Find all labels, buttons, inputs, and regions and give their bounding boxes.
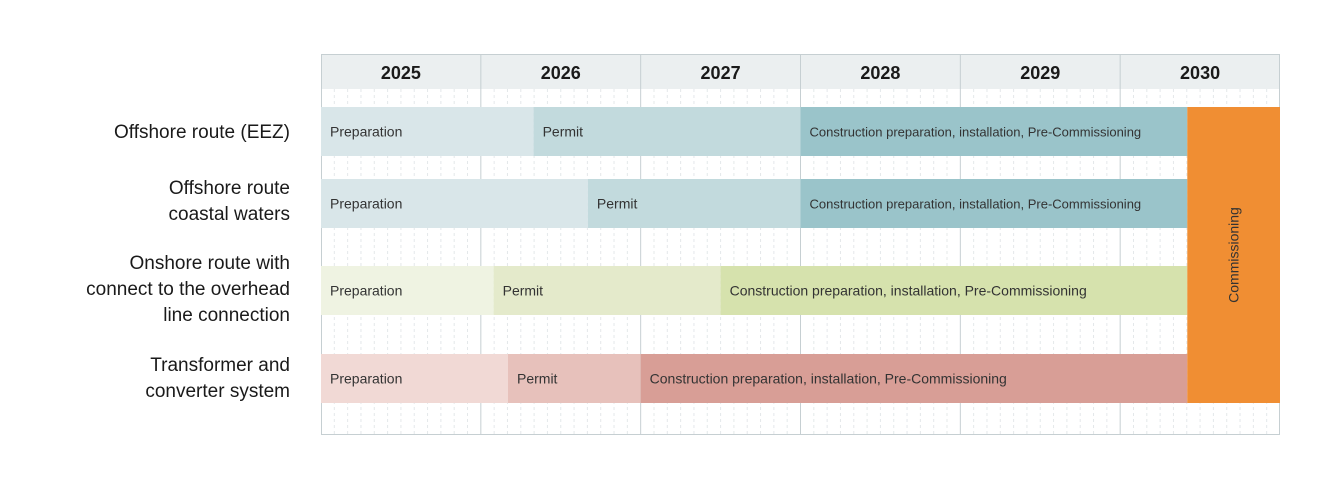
- row-label-transformer: Transformer and converter system: [145, 355, 290, 402]
- phase-label-permit-row2: Permit: [597, 196, 638, 212]
- year-label-2028: 2028: [860, 63, 900, 83]
- phase-label-construction-preparation-row4: Construction preparation, installation, …: [650, 371, 1007, 387]
- row-label-offshore-coastal: Offshore route coastal waters: [168, 178, 290, 225]
- phase-bar-construction-preparation-installation-pre-commissioning-row1: [800, 107, 1188, 156]
- phase-bar-construction-preparation-installation-pre-commissioning-row2: [800, 179, 1188, 228]
- phase-bar-preparation-row3: [321, 266, 494, 315]
- phase-label-preparation-row3: Preparation: [330, 283, 402, 299]
- year-label-2025: 2025: [381, 63, 421, 83]
- phase-bar-construction-preparation-installation-pre-commissioning-row3: [720, 266, 1188, 315]
- phase-bar-permit-row3: [493, 266, 721, 315]
- phase-bar-preparation-row2: [321, 179, 588, 228]
- phase-label-preparation-row4: Preparation: [330, 371, 402, 387]
- phase-label-permit-row1: Permit: [543, 124, 584, 140]
- phase-label-permit-row4: Permit: [517, 371, 558, 387]
- phase-label-construction-preparation-row2: Construction preparation, installation, …: [810, 197, 1142, 212]
- phase-bar-permit-row4: [508, 354, 641, 403]
- row-label-onshore-route: Onshore route with connect to the overhe…: [86, 253, 290, 326]
- phase-label-construction-preparation-row1: Construction preparation, installation, …: [810, 125, 1142, 140]
- row-label-offshore-eez: Offshore route (EEZ): [114, 122, 290, 143]
- year-label-2027: 2027: [701, 63, 741, 83]
- phase-label-preparation-row1: Preparation: [330, 124, 402, 140]
- year-label-2026: 2026: [541, 63, 581, 83]
- phase-bar-construction-preparation-installation-pre-commissioning-row4: [640, 354, 1188, 403]
- year-label-2030: 2030: [1180, 63, 1220, 83]
- phase-bar-preparation-row4: [321, 354, 509, 403]
- commissioning-bar: [1187, 107, 1280, 403]
- phase-bar-permit-row1: [533, 107, 801, 156]
- phase-bar-preparation-row1: [321, 107, 534, 156]
- phase-label-preparation-row2: Preparation: [330, 196, 402, 212]
- phase-label-construction-preparation-row3: Construction preparation, installation, …: [730, 283, 1087, 299]
- phase-label-permit-row3: Permit: [503, 283, 544, 299]
- year-label-2029: 2029: [1020, 63, 1060, 83]
- commissioning-label: Commissioning: [1226, 207, 1242, 303]
- phase-bar-permit-row2: [587, 179, 801, 228]
